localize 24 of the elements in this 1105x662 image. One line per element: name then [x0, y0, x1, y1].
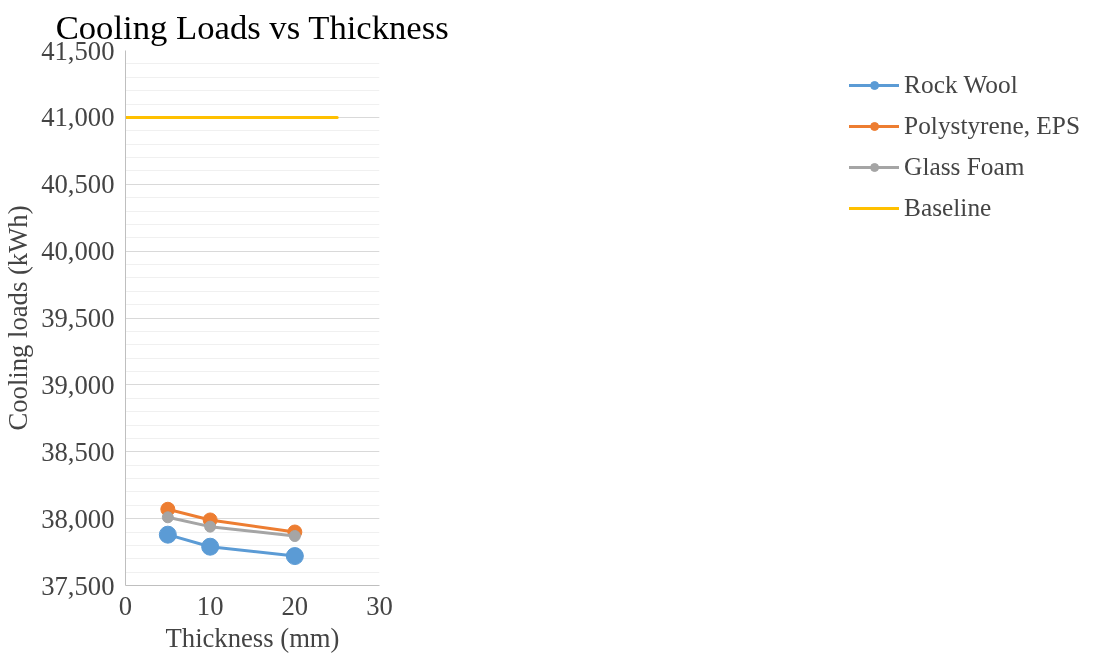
y-tick-label: 39,500 [41, 303, 115, 333]
y-axis-title: Cooling loads (kWh) [3, 205, 34, 431]
y-tick-label: 39,000 [41, 369, 115, 400]
x-tick-label: 0 [118, 590, 133, 621]
y-tick-label: 38,500 [41, 436, 115, 467]
x-tick-label: 20 [281, 590, 309, 621]
x-axis-title: Thickness (mm) [165, 622, 340, 653]
point [158, 525, 177, 544]
y-tick-label: 40,000 [41, 236, 115, 267]
legend-label: Rock Wool [904, 70, 1018, 99]
y-tick-label: 38,000 [41, 503, 115, 534]
y-tick-label: 41,000 [41, 102, 115, 133]
x-tick-label: 30 [366, 590, 393, 621]
y-tick-label: 40,500 [41, 169, 115, 200]
point [204, 520, 217, 533]
legend-label: Baseline [904, 193, 992, 222]
point [201, 537, 220, 556]
point [285, 547, 304, 566]
y-tick-label: 37,500 [41, 570, 115, 601]
x-tick-label: 10 [196, 590, 224, 621]
point [288, 530, 301, 542]
legend-label: Glass Foam [904, 152, 1025, 181]
point [161, 511, 174, 524]
legend-label: Polystyrene, EPS [904, 111, 1080, 140]
